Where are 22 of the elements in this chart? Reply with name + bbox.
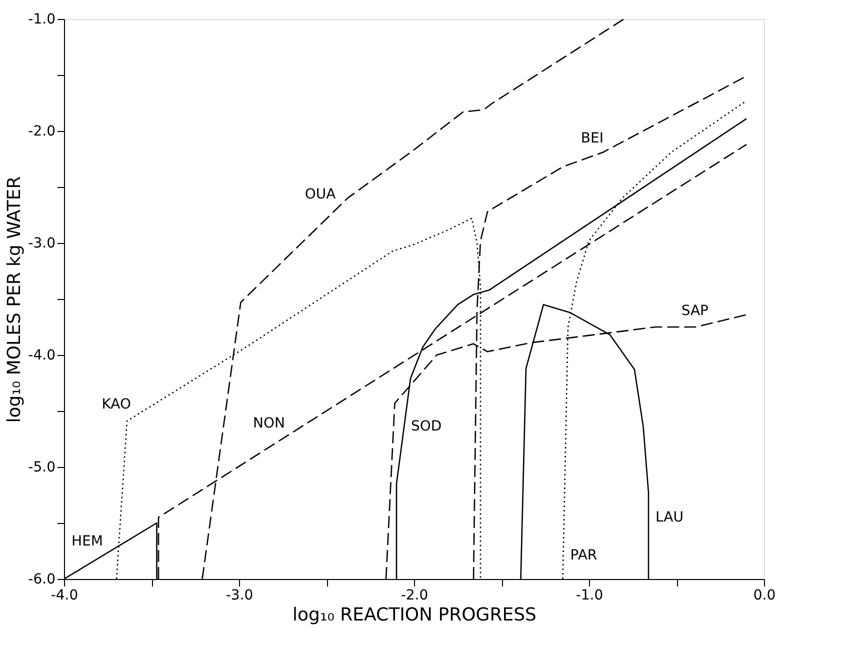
x-tick-label: -4.0 xyxy=(50,588,78,604)
annotation: KAO xyxy=(102,396,131,413)
y-tick-label: -3.0 xyxy=(28,236,56,252)
annotation: HEM xyxy=(72,534,103,550)
annotation: SAP xyxy=(681,303,708,320)
x-tick-label: -1.0 xyxy=(576,588,604,604)
annotation: LAU xyxy=(656,509,684,526)
y-tick-label: -4.0 xyxy=(28,348,56,364)
y-tick-label: -1.0 xyxy=(28,12,56,28)
y-tick-label: -5.0 xyxy=(28,460,56,476)
annotation: PAR xyxy=(570,547,598,564)
annotation: BEI xyxy=(580,130,604,146)
x-tick-label: -2.0 xyxy=(400,588,428,604)
annotation: NON xyxy=(253,415,285,432)
annotation: OUA xyxy=(304,186,336,203)
y-tick-label: -2.0 xyxy=(28,124,56,140)
y-tick-label: -6.0 xyxy=(28,572,56,588)
x-tick-label: 0.0 xyxy=(753,588,776,604)
x-tick-label: -3.0 xyxy=(226,588,254,604)
y-axis-title: log₁₀ MOLES PER kg WATER xyxy=(4,176,26,423)
x-axis-title: log₁₀ REACTION PROGRESS xyxy=(292,604,536,626)
annotation: SOD xyxy=(411,418,442,435)
